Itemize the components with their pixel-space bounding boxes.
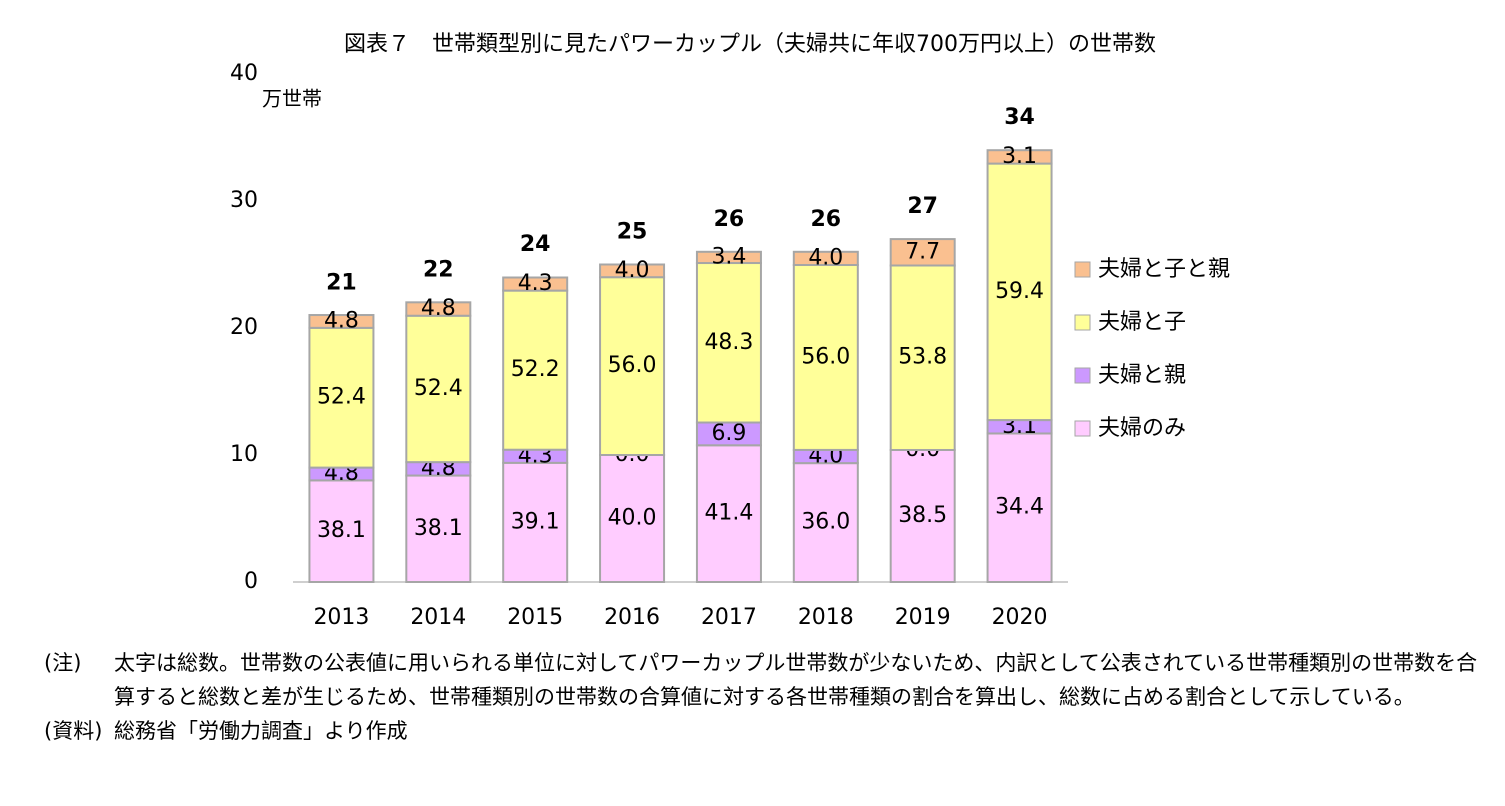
chart: 図表７ 世帯類型別に見たパワーカップル（夫婦共に年収700万円以上）の世帯数 万… xyxy=(230,32,1230,630)
x-tick-label: 2020 xyxy=(992,605,1048,630)
total-label: 26 xyxy=(714,207,745,232)
bar-segment xyxy=(889,238,956,267)
x-tick-label: 2018 xyxy=(798,605,854,630)
legend-label: 夫婦のみ xyxy=(1098,416,1186,441)
chart-title: 図表７ 世帯類型別に見たパワーカップル（夫婦共に年収700万円以上）の世帯数 xyxy=(344,32,1156,57)
note-text: 太字は総数。世帯数の公表値に用いられる単位に対してパワーカップル世帯数が少ないた… xyxy=(114,651,1478,709)
segment-label: 4.0 xyxy=(615,258,650,283)
x-tick-label: 2014 xyxy=(410,605,466,630)
bar-segment xyxy=(792,264,859,451)
bar-segment xyxy=(308,479,375,583)
x-tick-label: 2016 xyxy=(604,605,660,630)
legend-label: 夫婦と親 xyxy=(1098,363,1186,388)
legend-swatch xyxy=(1074,420,1091,437)
bar-segment xyxy=(599,263,666,279)
legend-label: 夫婦と子と親 xyxy=(1098,257,1230,282)
segment-label: 7.7 xyxy=(905,239,940,264)
segment-label: 6.9 xyxy=(711,421,746,446)
total-label: 21 xyxy=(326,270,357,295)
legend-swatch xyxy=(1074,367,1091,384)
bar-segment xyxy=(792,250,859,267)
total-label: 34 xyxy=(1004,105,1035,130)
segment-label: 4.3 xyxy=(518,271,553,296)
y-tick-label: 0 xyxy=(244,569,258,594)
bar-segment xyxy=(599,454,666,583)
total-label: 24 xyxy=(520,232,551,257)
note: (資料) 総務省「労働力調査」より作成 xyxy=(44,714,1484,748)
bar-segment xyxy=(889,448,956,583)
total-label: 22 xyxy=(423,258,454,283)
y-axis-label: 万世帯 xyxy=(262,87,322,111)
bar-segment xyxy=(405,314,472,464)
segment-label: 3.4 xyxy=(711,244,746,269)
bar-segment xyxy=(405,474,472,584)
y-tick-label: 40 xyxy=(230,61,258,86)
bar-segment xyxy=(405,301,472,317)
segment-label: 40.0 xyxy=(608,506,657,531)
segment-label: 52.4 xyxy=(317,385,366,410)
bar-segment xyxy=(792,462,859,583)
segment-label: 48.3 xyxy=(704,330,753,355)
segment-label: 3.1 xyxy=(1002,144,1037,169)
x-tick-label: 2017 xyxy=(701,605,757,630)
segment-label: 52.4 xyxy=(414,376,463,401)
bar-segment xyxy=(502,461,569,584)
segment-label: 38.1 xyxy=(414,516,463,541)
segment-label: 39.1 xyxy=(511,509,560,534)
total-label: 27 xyxy=(907,194,938,219)
note: (注) 太字は総数。世帯数の公表値に用いられる単位に対してパワーカップル世帯数が少… xyxy=(44,646,1484,714)
segment-label: 36.0 xyxy=(801,510,850,535)
note-label: (資料) xyxy=(44,719,103,743)
bar-segment xyxy=(308,314,375,329)
x-tick-label: 2013 xyxy=(313,605,369,630)
segment-label: 4.8 xyxy=(421,296,456,321)
legend-swatch xyxy=(1074,261,1091,278)
total-label: 26 xyxy=(811,207,842,232)
segment-label: 41.4 xyxy=(704,501,753,526)
bar-segment xyxy=(986,149,1053,165)
segment-label: 38.1 xyxy=(317,518,366,543)
bar-segment xyxy=(695,250,762,265)
x-tick-label: 2015 xyxy=(507,605,563,630)
bar-segment xyxy=(599,276,666,457)
notes: (注) 太字は総数。世帯数の公表値に用いられる単位に対してパワーカップル世帯数が少… xyxy=(44,646,1484,748)
bar-segment xyxy=(695,262,762,424)
segment-label: 4.0 xyxy=(808,245,843,270)
x-tick-label: 2019 xyxy=(895,605,951,630)
segment-label: 38.5 xyxy=(898,503,947,528)
segment-label: 52.2 xyxy=(511,357,560,382)
bar-segment xyxy=(986,162,1053,422)
segment-label: 56.0 xyxy=(608,353,657,378)
segment-label: 34.4 xyxy=(995,495,1044,520)
y-tick-label: 10 xyxy=(230,442,258,467)
y-tick-label: 30 xyxy=(230,188,258,213)
y-tick-label: 20 xyxy=(230,315,258,340)
note-text: 総務省「労働力調査」より作成 xyxy=(114,719,408,743)
note-label: (注) xyxy=(44,651,82,675)
segment-label: 53.8 xyxy=(898,345,947,370)
segment-label: 56.0 xyxy=(801,344,850,369)
segment-label: 59.4 xyxy=(995,279,1044,304)
bar-segment xyxy=(308,326,375,469)
bar-segment xyxy=(502,276,569,292)
segment-label: 4.8 xyxy=(324,308,359,333)
legend-swatch xyxy=(1074,314,1091,331)
total-label: 25 xyxy=(617,220,648,245)
legend-label: 夫婦と子 xyxy=(1098,310,1186,335)
